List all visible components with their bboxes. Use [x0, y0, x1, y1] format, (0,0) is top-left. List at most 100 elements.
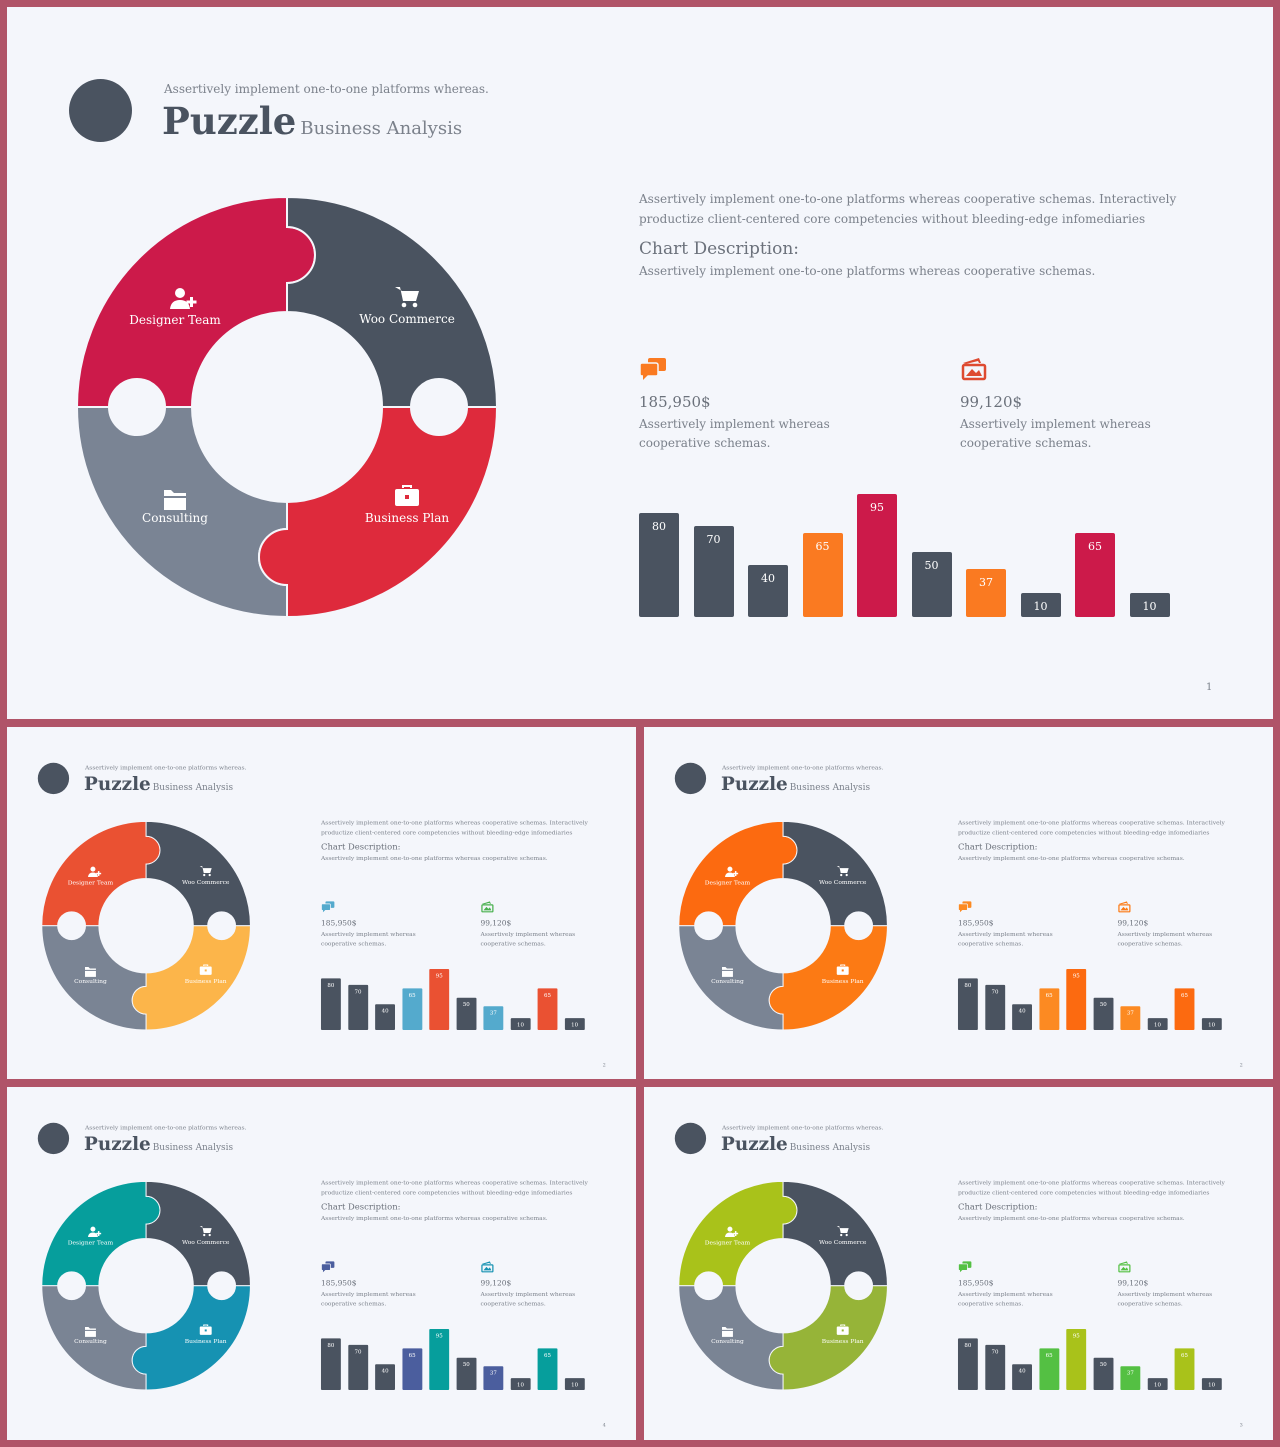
briefcase-icon: [199, 964, 212, 975]
chart-bar-label: 37: [979, 575, 993, 589]
chart-bar-label: 37: [489, 1369, 497, 1377]
puzzle-label-business-plan: Business Plan: [185, 978, 227, 985]
description-text: Assertively implement one-to-one platfor…: [957, 818, 1225, 836]
slide-content: Assertively implement one-to-one platfor…: [644, 727, 1273, 1079]
description-text: Assertively implement one-to-one platfor…: [957, 1178, 1225, 1196]
description-text: Assertively implement one-to-one platfor…: [639, 192, 1177, 226]
puzzle-piece-woo-commerce: [782, 820, 888, 927]
tagline: Assertively implement one-to-one platfor…: [84, 1124, 247, 1132]
puzzle-label-designer-team: Designer Team: [705, 1239, 751, 1246]
chart-bar-label: 40: [381, 1367, 389, 1375]
add-user-icon: [724, 1226, 739, 1238]
title-subtitle: Business Analysis: [789, 1142, 871, 1153]
puzzle-label-consulting: Consulting: [74, 978, 107, 985]
chart-bar: 40: [375, 1364, 396, 1391]
folder-icon: [721, 1326, 733, 1337]
chart-bar: 70: [693, 526, 734, 617]
add-user-icon: [724, 866, 739, 878]
logo-circle: [674, 1122, 707, 1155]
stat-2: 99,120$ Assertively implement whereas co…: [1117, 901, 1236, 949]
chart-description-heading: Chart Description:: [320, 842, 401, 853]
chart-bar-label: 70: [991, 1348, 999, 1355]
chart-bar: 37: [1120, 1366, 1141, 1391]
stat-2-text: Assertively implement whereas cooperativ…: [1117, 930, 1213, 948]
chart-bar-label: 40: [761, 572, 775, 585]
image-stack-icon: [961, 358, 987, 381]
stat-2-value: 99,120$: [480, 1278, 512, 1288]
page-number: 2: [1239, 1062, 1243, 1068]
chart-bar: 50: [456, 997, 477, 1031]
chart-bar-label: 65: [408, 991, 416, 999]
chart-bar-label: 65: [1088, 539, 1102, 553]
chart-bar-label: 80: [327, 981, 335, 989]
chart-bar-label: 40: [381, 1007, 389, 1015]
chart-bar-label: 10: [516, 1381, 524, 1389]
chart-bar: 37: [966, 568, 1006, 617]
title-main: Puzzle: [721, 1132, 788, 1155]
puzzle-label-woo-commerce: Woo Commerce: [359, 312, 455, 326]
chart-bar-label: 95: [1072, 972, 1080, 979]
stat-2: 99,120$ Assertively implement whereas co…: [1117, 1261, 1236, 1309]
puzzle-label-designer-team: Designer Team: [68, 1239, 114, 1246]
page-title: Puzzle Business Analysis: [721, 773, 870, 795]
stat-1-value: 185,950$: [957, 1278, 994, 1288]
chart-description-heading: Chart Description:: [320, 1202, 401, 1213]
folder-icon: [84, 966, 96, 977]
puzzle-piece-woo-commerce: [286, 195, 499, 408]
puzzle-piece-woo-commerce: [145, 820, 251, 927]
chart-bar-label: 10: [1153, 1021, 1161, 1029]
image-stack-icon: [481, 1261, 494, 1273]
title-subtitle: Business Analysis: [152, 782, 234, 793]
chat-bubbles-icon: [958, 1261, 972, 1273]
chart-bar: 37: [483, 1366, 504, 1391]
stat-2: 99,120$ Assertively implement whereas co…: [960, 357, 1200, 453]
puzzle-label-business-plan: Business Plan: [365, 511, 450, 525]
slide-thumbnail-orange[interactable]: Assertively implement one-to-one platfor…: [644, 727, 1273, 1079]
chart-bar: 40: [748, 565, 788, 617]
slide-main: Assertively implement one-to-one platfor…: [7, 7, 1273, 719]
briefcase-icon: [199, 1324, 212, 1335]
chart-description-text: Assertively implement one-to-one platfor…: [957, 854, 1185, 862]
chart-bar-label: 65: [1181, 1351, 1188, 1359]
chart-bar: 95: [429, 968, 450, 1031]
puzzle-label-designer-team: Designer Team: [68, 879, 114, 886]
logo-circle: [37, 762, 70, 795]
slide-thumbnail-green[interactable]: Assertively implement one-to-one platfor…: [644, 1087, 1273, 1440]
slide-thumbnail-orange-yellow[interactable]: Assertively implement one-to-one platfor…: [7, 727, 636, 1079]
stat-2-value: 99,120$: [480, 918, 512, 928]
chart-bar: 10: [1201, 1378, 1222, 1391]
title-subtitle: Business Analysis: [152, 1142, 234, 1153]
puzzle-label-woo-commerce: Woo Commerce: [182, 1239, 230, 1246]
add-user-icon: [87, 1226, 102, 1238]
slide-content: Assertively implement one-to-one platfor…: [644, 1087, 1273, 1440]
chart-bar-label: 65: [1045, 1351, 1053, 1359]
stat-1: 185,950$ Assertively implement whereas c…: [639, 357, 879, 453]
image-stack-icon: [1118, 901, 1131, 913]
tagline: Assertively implement one-to-one platfor…: [164, 82, 489, 96]
chart-bar-label: 37: [1126, 1369, 1134, 1377]
chart-bar: 70: [348, 1344, 368, 1391]
slide-thumbnail-teal[interactable]: Assertively implement one-to-one platfor…: [7, 1087, 636, 1440]
puzzle-donut-diagram: Designer Team Woo Commerce Consulting Bu…: [41, 1180, 251, 1391]
stat-2-value: 99,120$: [1117, 1278, 1149, 1288]
chart-bar-label: 10: [1208, 1381, 1216, 1389]
chart-bar: 10: [510, 1378, 531, 1391]
chart-bar: 70: [985, 984, 1005, 1031]
chart-bar: 10: [1201, 1018, 1222, 1031]
slide-content: Assertively implement one-to-one platfor…: [7, 1087, 636, 1440]
chart-bar-label: 10: [1033, 600, 1048, 613]
chart-bar: 65: [802, 532, 843, 617]
title-main: Puzzle: [84, 1132, 151, 1155]
page-title: Puzzle Business Analysis: [84, 773, 233, 795]
chart-bar-label: 70: [991, 988, 999, 995]
title-main: Puzzle: [162, 99, 297, 143]
chart-bar-label: 10: [571, 1021, 579, 1029]
puzzle-label-designer-team: Designer Team: [129, 313, 221, 327]
chart-bar-label: 70: [354, 1348, 362, 1355]
chart-bar-label: 40: [1018, 1367, 1026, 1375]
chart-bar: 40: [375, 1004, 396, 1031]
chart-bar-label: 50: [1099, 1001, 1107, 1008]
puzzle-piece-business-plan: [131, 1285, 251, 1391]
chart-bar: 65: [1075, 532, 1115, 617]
chart-bar-label: 10: [1153, 1381, 1161, 1389]
